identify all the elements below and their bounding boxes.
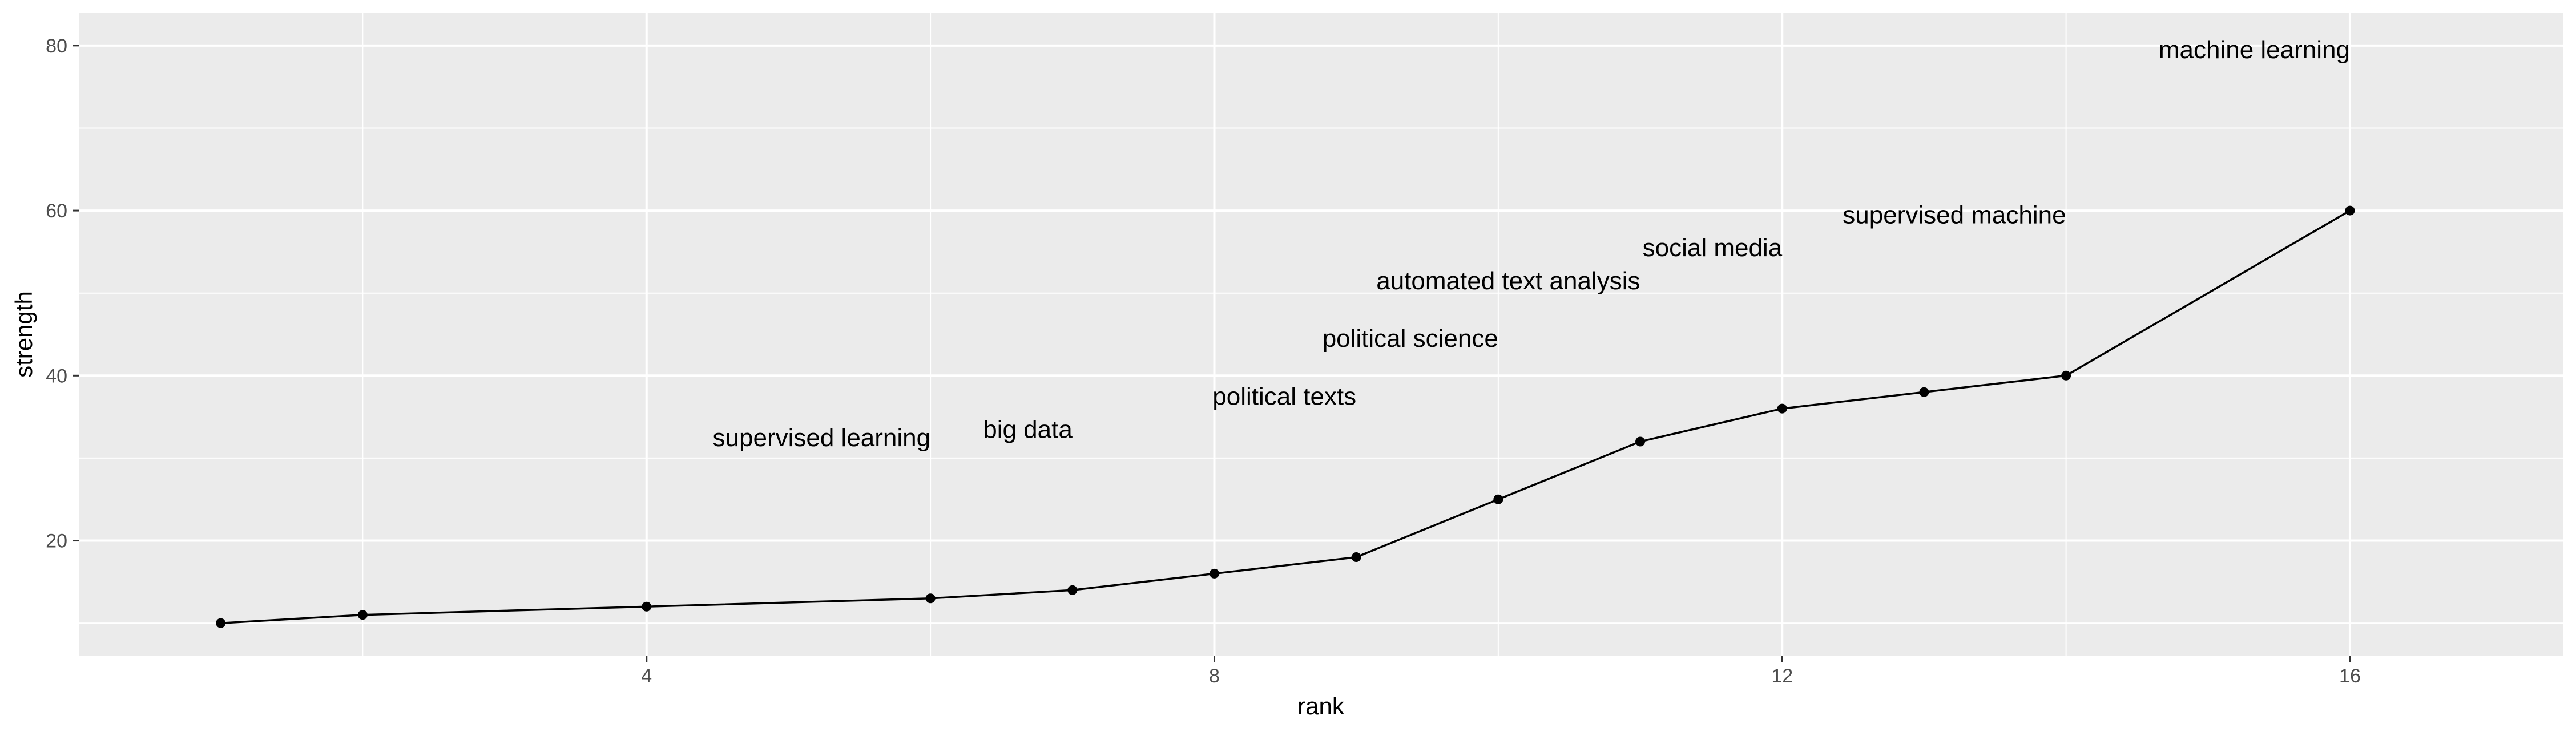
- annotation-label: political texts: [1212, 382, 1356, 410]
- data-point: [1635, 436, 1646, 447]
- x-axis-title: rank: [1297, 693, 1345, 719]
- annotation-label: supervised learning: [713, 424, 931, 452]
- annotation-label: social media: [1643, 234, 1783, 262]
- annotation-label: big data: [983, 415, 1073, 443]
- data-point: [1209, 568, 1219, 579]
- annotation-label: supervised machine: [1843, 201, 2066, 229]
- data-point: [1777, 403, 1787, 414]
- y-tick-label: 20: [46, 531, 67, 552]
- annotation-label: machine learning: [2159, 36, 2350, 64]
- data-point: [1067, 585, 1078, 595]
- data-point: [1919, 387, 1929, 397]
- data-point: [216, 618, 226, 628]
- data-points: [216, 205, 2355, 628]
- data-point: [925, 593, 936, 604]
- major-gridlines: [79, 13, 2563, 656]
- y-axis-title: strength: [10, 291, 37, 378]
- x-tick-label: 12: [1771, 665, 1793, 687]
- y-tick-label: 60: [46, 200, 67, 222]
- data-point: [642, 601, 652, 612]
- x-tick-label: 8: [1209, 665, 1220, 687]
- annotation-label: political science: [1323, 325, 1498, 353]
- annotations: supervised learning big data political tex…: [713, 36, 2350, 452]
- y-tick-label: 80: [46, 35, 67, 57]
- data-point: [357, 610, 368, 620]
- annotation-label: automated text analysis: [1376, 267, 1640, 295]
- minor-gridlines: [79, 13, 2563, 656]
- x-tick-label: 4: [641, 665, 652, 687]
- x-tick-label: 16: [2339, 665, 2361, 687]
- data-point: [1351, 552, 1361, 562]
- data-point: [2061, 370, 2071, 381]
- y-tick-label: 40: [46, 365, 67, 387]
- axis-ticks: [73, 45, 2351, 662]
- tick-labels: 4 8 12 16 20 40 60 80: [46, 35, 2361, 687]
- data-point: [2345, 205, 2355, 216]
- panel-background: [79, 13, 2563, 656]
- data-point: [1493, 494, 1503, 504]
